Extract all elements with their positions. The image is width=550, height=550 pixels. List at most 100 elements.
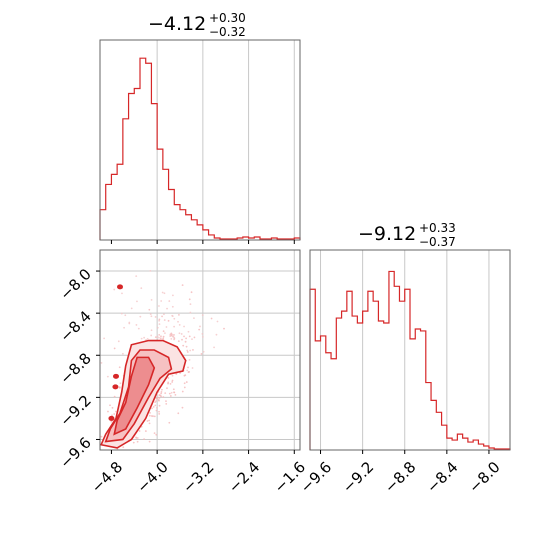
scatter-point (107, 410, 109, 413)
scatter-point (113, 395, 116, 398)
density-contours (100, 284, 187, 449)
scatter-point (168, 300, 171, 302)
scatter-point (156, 326, 159, 329)
scatter-point (158, 318, 161, 321)
scatter-point (168, 392, 171, 395)
scatter-point (151, 407, 153, 410)
scatter-point (199, 325, 201, 328)
scatter-point (140, 287, 143, 290)
scatter-point (171, 379, 174, 382)
scatter-point (158, 397, 161, 399)
scatter-point (166, 387, 168, 390)
scatter-point (158, 410, 160, 413)
scatter-point (166, 307, 168, 310)
scatter-point (189, 303, 192, 306)
scatter-point (156, 406, 158, 409)
scatter-point (111, 406, 114, 409)
scatter-point (136, 437, 139, 439)
scatter-point (146, 420, 149, 422)
scatter-point (177, 320, 179, 323)
scatter-point (148, 440, 151, 443)
grid-lines (156, 40, 295, 240)
scatter-point (160, 392, 163, 395)
scatter-point (177, 412, 180, 415)
scatter-point (171, 381, 174, 383)
scatter-point (169, 333, 172, 336)
scatter-point (163, 319, 166, 321)
scatter-point (188, 358, 191, 361)
histogram-panel-x: −4.12 +0.30 −0.32 (99, 11, 301, 244)
histogram-panel-y: −9.6 −9.2 −8.8 −8.4 −8.0 −9.12 +0.33 −0.37 (297, 221, 511, 497)
scatter-point (155, 433, 158, 436)
scatter-point (136, 300, 138, 303)
scatter-point (160, 391, 163, 393)
scatter-point (123, 326, 125, 329)
x-tick-label: −3.2 (179, 458, 217, 496)
y-tick-label: −9.6 (56, 434, 94, 472)
x-ticks: −4.8 −4.0 −3.2 −2.4 −1.6 (88, 450, 309, 497)
scatter-point (186, 349, 189, 352)
scatter-point (169, 395, 172, 397)
scatter-point (144, 430, 147, 432)
scatter-point (150, 298, 153, 301)
scatter-point (171, 294, 174, 297)
y-tick-label: −8.4 (56, 307, 94, 345)
x-tick-label: −8.4 (423, 458, 461, 496)
scatter-point (156, 335, 159, 338)
scatter-point (184, 374, 187, 377)
scatter-point (135, 275, 138, 278)
scatter-point (158, 333, 161, 336)
scatter-point (173, 317, 176, 320)
histogram-y-series (309, 270, 511, 450)
scatter-point (173, 325, 176, 328)
scatter-point (172, 335, 174, 338)
scatter-point (117, 340, 120, 343)
contour-blob (117, 284, 123, 290)
title-median: −4.12 (148, 13, 206, 35)
x-tick-label: −8.8 (381, 458, 419, 496)
scatter-point (198, 328, 201, 331)
scatter-point (100, 362, 103, 364)
scatter-point (173, 336, 176, 339)
contour-blob (113, 373, 119, 379)
y-tick-label: −8.0 (56, 265, 94, 303)
scatter-point (188, 335, 191, 338)
scatter-point (168, 421, 171, 424)
scatter-point (155, 397, 158, 400)
scatter-point (122, 446, 125, 449)
title-minus: −0.32 (209, 25, 246, 39)
scatter-point (154, 336, 157, 339)
scatter-point (152, 406, 155, 408)
scatter-point (164, 392, 167, 395)
scatter-point (113, 347, 116, 350)
scatter-point (143, 438, 146, 440)
scatter-point (154, 404, 157, 407)
scatter-point (200, 353, 203, 355)
scatter-point (130, 307, 133, 310)
scatter-point (185, 381, 188, 383)
y-tick-label: −9.2 (56, 391, 94, 429)
scatter-point (111, 414, 113, 417)
scatter-point (187, 330, 190, 333)
scatter-point (177, 340, 180, 343)
scatter-point (165, 402, 168, 405)
scatter-point (178, 332, 181, 335)
scatter-point (137, 327, 140, 330)
scatter-point (178, 323, 181, 326)
scatter-point (100, 435, 103, 438)
scatter-point (190, 291, 193, 294)
axes-frame (99, 249, 301, 451)
scatter-point (169, 382, 172, 385)
scatter-point (158, 305, 160, 307)
scatter-point (155, 409, 158, 412)
scatter-point (210, 317, 213, 320)
scatter-point (170, 337, 173, 340)
scatter-point (135, 437, 138, 439)
title-median: −9.12 (358, 223, 416, 245)
scatter-point (128, 321, 131, 324)
scatter-point (171, 305, 174, 308)
scatter-point (160, 335, 162, 338)
scatter-point (179, 372, 182, 374)
scatter-point (171, 315, 174, 318)
